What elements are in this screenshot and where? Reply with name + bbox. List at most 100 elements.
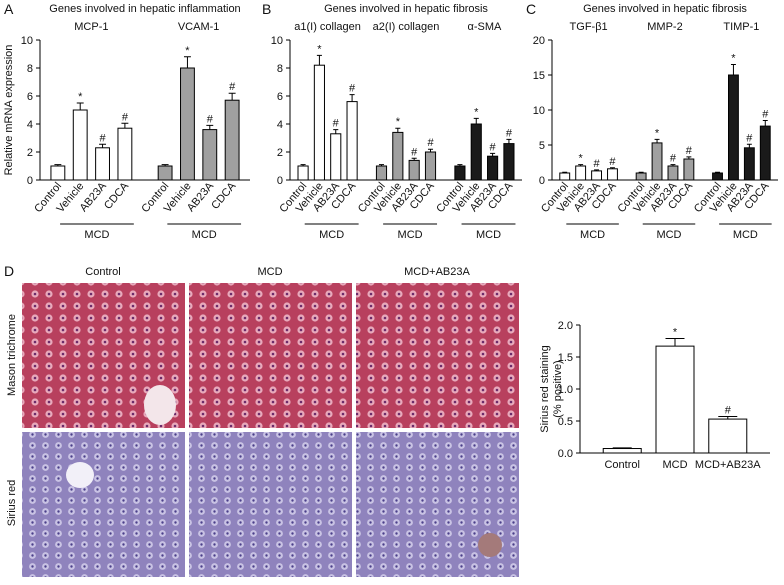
bar <box>743 147 755 181</box>
vessel <box>478 533 502 557</box>
error-bar <box>121 122 129 129</box>
y-tick-label: 20 <box>533 35 545 47</box>
error-bar <box>395 127 401 133</box>
group-label: a2(I) collagen <box>373 21 440 33</box>
error-bar <box>746 143 752 148</box>
significance-mark: # <box>99 132 106 144</box>
row-label: Mason trichrome <box>6 314 18 396</box>
bar <box>667 165 679 181</box>
bar <box>408 159 420 181</box>
error-bar <box>378 164 385 166</box>
vessel <box>66 462 94 488</box>
group-label: a1(I) collagen <box>294 21 361 33</box>
error-bar <box>638 171 644 173</box>
error-bar <box>490 152 496 157</box>
y-tick-label: 15 <box>533 70 545 82</box>
y-tick-label: 10 <box>271 35 283 47</box>
significance-mark: * <box>185 45 190 57</box>
group-label: TGF-β1 <box>570 21 608 33</box>
y-tick-label: 10 <box>533 105 545 117</box>
y-axis-label: Sirius red staining <box>539 345 551 432</box>
bar <box>157 165 173 181</box>
significance-mark: # <box>427 137 434 149</box>
x-tick-label: MCD <box>662 459 687 471</box>
error-bar <box>473 117 479 124</box>
bar <box>712 172 723 181</box>
bar <box>607 168 618 181</box>
y-tick-label: 2.0 <box>558 320 573 332</box>
bar <box>330 133 342 181</box>
x-tick-label: CDCA <box>209 180 239 212</box>
significance-mark: * <box>673 326 678 338</box>
group-label: α-SMA <box>467 21 502 33</box>
error-bar <box>333 129 339 134</box>
significance-mark: * <box>655 127 660 139</box>
significance-mark: * <box>731 53 736 65</box>
bar <box>50 165 66 181</box>
y-tick-label: 10 <box>21 35 33 47</box>
significance-mark: # <box>349 83 356 95</box>
significance-mark: # <box>411 146 418 158</box>
significance-mark: # <box>506 127 513 139</box>
group-label: MMP-2 <box>647 21 682 33</box>
y-tick-label: 1.0 <box>558 384 573 396</box>
bracket-label: MCD <box>84 229 109 241</box>
error-bar <box>718 416 738 420</box>
error-bar <box>506 138 512 144</box>
bar <box>487 155 499 181</box>
significance-mark: # <box>333 118 340 130</box>
error-bar <box>411 157 417 161</box>
bar <box>759 125 771 181</box>
significance-mark: # <box>725 405 732 417</box>
panel-letter: D <box>4 263 14 279</box>
y-tick-label: 0 <box>27 175 33 187</box>
error-bar <box>715 171 720 173</box>
x-tick-label: MCD+AB23A <box>695 459 761 471</box>
error-bar <box>762 120 768 127</box>
micrograph <box>189 432 352 577</box>
group-label: MCP-1 <box>74 21 108 33</box>
chart-title: Genes involved in hepatic fibrosis <box>583 3 747 15</box>
bar <box>635 172 647 181</box>
column-label: Control <box>85 266 120 278</box>
y-tick-label: 4 <box>277 119 283 131</box>
bar <box>651 142 663 181</box>
bar <box>470 123 482 181</box>
y-tick-label: 6 <box>27 91 33 103</box>
y-tick-label: 8 <box>277 63 283 75</box>
significance-mark: * <box>579 153 584 165</box>
error-bar <box>665 337 685 347</box>
bracket-label: MCD <box>476 229 501 241</box>
chart-title: Genes involved in hepatic inflammation <box>49 3 240 15</box>
error-bar <box>54 164 62 166</box>
bar <box>224 99 240 181</box>
bar <box>602 448 642 454</box>
significance-mark: # <box>670 153 677 165</box>
error-bar <box>578 164 584 166</box>
column-label: MCD+AB23A <box>404 266 470 278</box>
error-bar <box>686 156 692 159</box>
group-label: VCAM-1 <box>178 21 220 33</box>
error-bar <box>562 171 568 173</box>
bar <box>297 165 309 181</box>
significance-mark: # <box>490 141 497 153</box>
vessel <box>144 385 176 425</box>
error-bar <box>610 167 615 169</box>
panel-letter: C <box>526 1 536 17</box>
error-bar <box>654 138 660 143</box>
bracket-label: MCD <box>656 229 681 241</box>
y-tick-label: 6 <box>277 91 283 103</box>
significance-mark: * <box>317 43 322 55</box>
bracket-label: MCD <box>398 229 423 241</box>
bar <box>117 127 133 181</box>
bar <box>728 74 739 181</box>
error-bar <box>99 143 107 148</box>
bar <box>591 170 602 181</box>
panel-letter: B <box>262 1 271 17</box>
micrograph <box>356 283 519 428</box>
error-bar <box>300 164 306 166</box>
bar <box>202 129 218 181</box>
y-tick-label: 0.5 <box>558 416 573 428</box>
error-bar <box>76 102 84 110</box>
